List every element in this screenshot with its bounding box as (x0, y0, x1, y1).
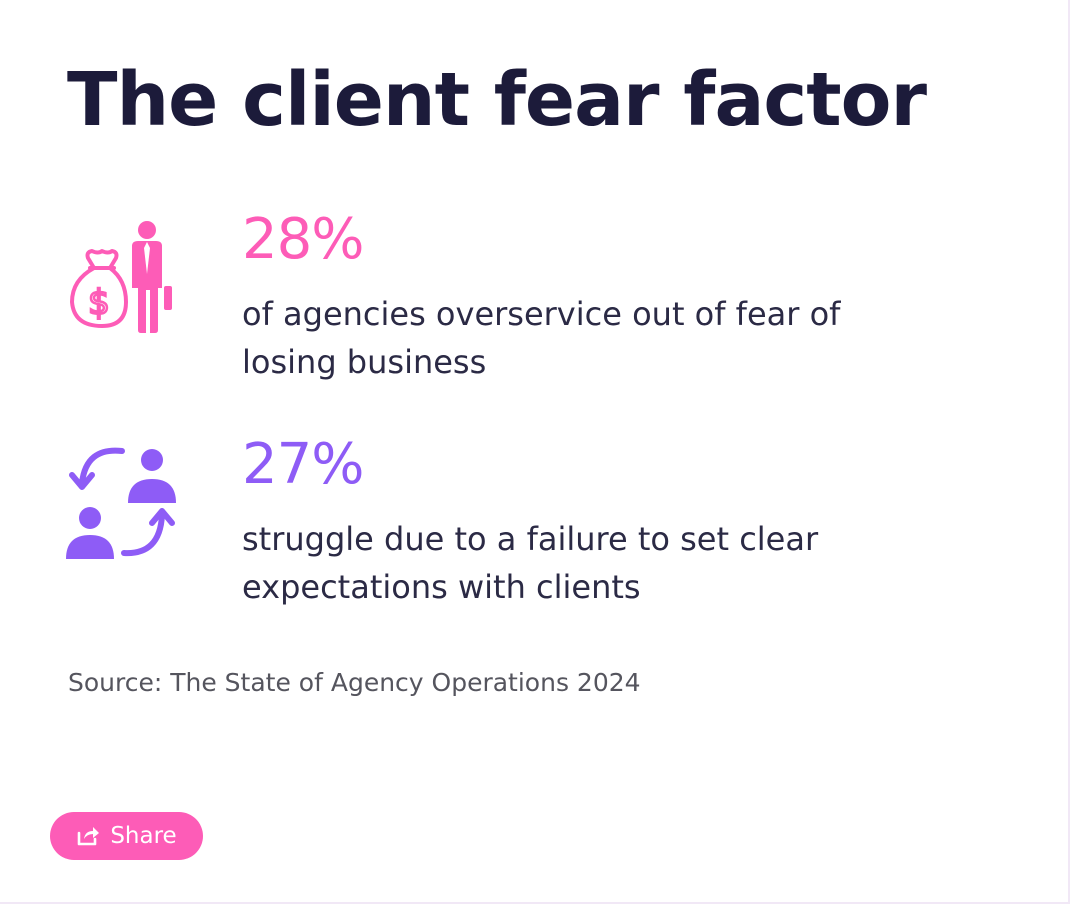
share-icon (76, 825, 100, 847)
source-citation: Source: The State of Agency Operations 2… (68, 668, 641, 697)
page-title: The client fear factor (67, 57, 927, 143)
money-bag-businessman-icon: $ (66, 218, 176, 334)
share-label: Share (110, 823, 177, 849)
share-button[interactable]: Share (50, 812, 203, 860)
svg-text:$: $ (88, 283, 110, 323)
stat-value-expectations: 27% (242, 432, 364, 497)
stat-text-expectations: struggle due to a failure to set clear e… (242, 520, 819, 606)
people-exchange-icon (64, 443, 180, 561)
stat-value-overservice: 28% (242, 207, 364, 272)
stat-text-overservice: of agencies overservice out of fear of l… (242, 295, 841, 381)
